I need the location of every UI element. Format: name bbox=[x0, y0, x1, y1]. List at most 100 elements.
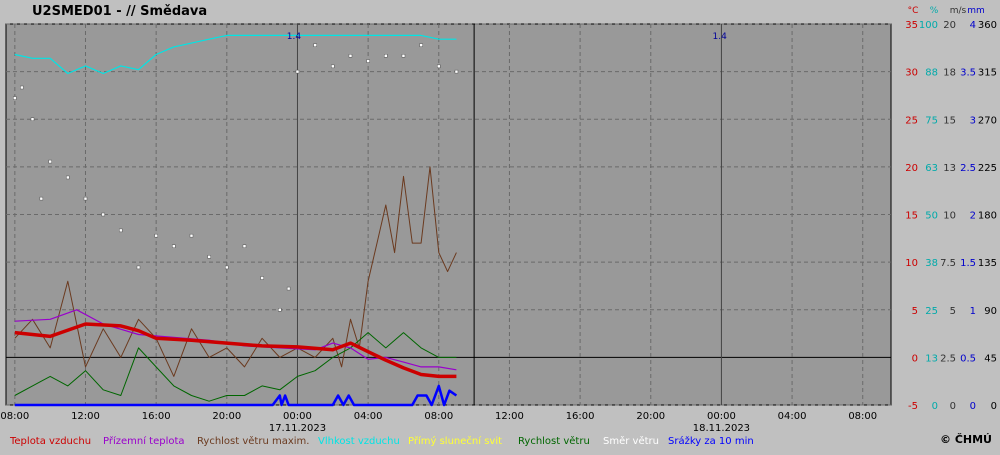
temp-tick: 5 bbox=[912, 306, 918, 317]
precip-tick: 3.5 bbox=[960, 68, 976, 79]
wind-direction-point bbox=[207, 255, 211, 259]
legend-item: Teplota vzduchu bbox=[9, 436, 91, 447]
wind-tick: 18 bbox=[943, 68, 956, 79]
wind-direction-point bbox=[154, 233, 158, 238]
series-layer bbox=[13, 34, 459, 407]
humidity-tick: 0 bbox=[932, 401, 938, 412]
direction-tick: 135 bbox=[978, 258, 997, 269]
wind-direction-point bbox=[13, 96, 17, 100]
wind-direction-point bbox=[313, 43, 317, 47]
wind-direction-point bbox=[189, 233, 194, 238]
wind-direction-point bbox=[39, 196, 44, 201]
series-vlhkost-vzduchu bbox=[14, 34, 457, 75]
legend-item: Rychlost větru bbox=[518, 435, 590, 447]
marker-label: 1.4 bbox=[712, 32, 727, 42]
wind-tick: 2.5 bbox=[940, 353, 956, 364]
unit-label: °C bbox=[908, 6, 919, 16]
unit-label: m/s bbox=[950, 6, 967, 16]
temp-tick: 20 bbox=[905, 163, 918, 174]
wind-direction-point bbox=[172, 244, 176, 248]
wind-direction-point bbox=[437, 64, 441, 69]
legend-item: Přízemní teplota bbox=[103, 435, 185, 447]
x-tick-label: 00:00 bbox=[283, 411, 312, 422]
x-tick-label: 04:00 bbox=[354, 411, 383, 422]
humidity-tick: 100 bbox=[919, 20, 938, 31]
series-prizemni-teplota bbox=[14, 309, 457, 371]
wind-direction-point bbox=[419, 43, 423, 47]
temp-tick: 0 bbox=[912, 353, 918, 364]
wind-tick: 13 bbox=[943, 163, 956, 174]
x-tick-label: 04:00 bbox=[778, 411, 807, 422]
direction-tick: 225 bbox=[978, 163, 997, 174]
wind-direction-point bbox=[384, 54, 388, 58]
date-label: 17.11.2023 bbox=[269, 423, 326, 434]
wind-direction-point bbox=[83, 196, 88, 201]
legend-item: Srážky za 10 min bbox=[668, 435, 754, 447]
x-tick-label: 16:00 bbox=[142, 411, 171, 422]
humidity-tick: 63 bbox=[925, 163, 938, 174]
temp-tick: 15 bbox=[905, 211, 918, 222]
temp-tick: 10 bbox=[905, 258, 918, 269]
marker-label: 1.4 bbox=[287, 32, 302, 42]
legend-item: Rychlost větru maxim. bbox=[197, 435, 309, 447]
direction-tick: 90 bbox=[984, 306, 997, 317]
direction-tick: 270 bbox=[978, 115, 997, 126]
series-rychlost-vetru bbox=[14, 332, 457, 402]
wind-direction-point bbox=[348, 54, 353, 58]
x-tick-label: 08:00 bbox=[0, 411, 29, 422]
humidity-tick: 50 bbox=[925, 211, 938, 222]
direction-tick: 315 bbox=[978, 68, 997, 79]
direction-tick: 45 bbox=[984, 353, 997, 364]
wind-direction-point bbox=[454, 69, 459, 74]
legend: Teplota vzduchu Přízemní teplota Rychlost … bbox=[9, 435, 754, 447]
x-tick-label: 08:00 bbox=[848, 411, 877, 422]
wind-direction-point bbox=[278, 308, 282, 312]
tick-labels: 08:00 12:00 16:00 20:00 00:00 04:00 08:00 12:00… bbox=[0, 6, 997, 434]
wind-direction-point bbox=[260, 276, 264, 280]
temp-tick: -5 bbox=[908, 401, 918, 412]
wind-tick: 0 bbox=[950, 401, 956, 412]
wind-direction-point bbox=[48, 159, 52, 164]
precip-tick: 2.5 bbox=[960, 163, 976, 174]
date-label: 18.11.2023 bbox=[693, 423, 750, 434]
wind-direction-point bbox=[136, 265, 141, 270]
direction-tick: 360 bbox=[978, 20, 997, 31]
precip-tick: 0 bbox=[970, 401, 976, 412]
wind-direction-point bbox=[295, 69, 300, 74]
legend-item: Přímý sluneční svit bbox=[408, 435, 502, 447]
chart-title: U2SMED01 - // Smědava bbox=[32, 4, 207, 19]
x-tick-label: 00:00 bbox=[707, 411, 736, 422]
x-tick-label: 08:00 bbox=[424, 411, 453, 422]
x-tick-label: 20:00 bbox=[212, 411, 241, 422]
precip-tick: 1.5 bbox=[960, 258, 976, 269]
wind-tick: 15 bbox=[943, 115, 956, 126]
unit-label: mm bbox=[967, 6, 985, 16]
humidity-tick: 13 bbox=[925, 353, 938, 364]
wind-direction-point bbox=[66, 175, 70, 180]
wind-tick: 5 bbox=[950, 306, 956, 317]
x-tick-label: 12:00 bbox=[71, 411, 100, 422]
wind-direction-point bbox=[30, 117, 35, 121]
direction-tick: 0 bbox=[991, 401, 997, 412]
wind-direction-point bbox=[20, 85, 24, 90]
wind-direction-point bbox=[286, 286, 291, 291]
series-teplota-vzduchu bbox=[14, 322, 457, 379]
precip-tick: 0.5 bbox=[960, 353, 976, 364]
legend-item: Vlhkost vzduchu bbox=[318, 436, 400, 447]
copyright-label: © ČHMÚ bbox=[940, 433, 992, 446]
precip-tick: 4 bbox=[970, 20, 976, 31]
unit-label: % bbox=[930, 6, 939, 16]
x-tick-label: 20:00 bbox=[636, 411, 665, 422]
precip-tick: 3 bbox=[970, 115, 976, 126]
wind-direction-point bbox=[366, 59, 370, 63]
wind-direction-point bbox=[225, 265, 229, 270]
wind-direction-point bbox=[242, 244, 247, 248]
humidity-tick: 25 bbox=[925, 306, 938, 317]
humidity-tick: 75 bbox=[925, 115, 938, 126]
wind-direction-point bbox=[401, 54, 406, 58]
temp-tick: 35 bbox=[905, 20, 918, 31]
legend-item: Směr větru bbox=[603, 435, 659, 447]
wind-tick: 10 bbox=[943, 211, 956, 222]
